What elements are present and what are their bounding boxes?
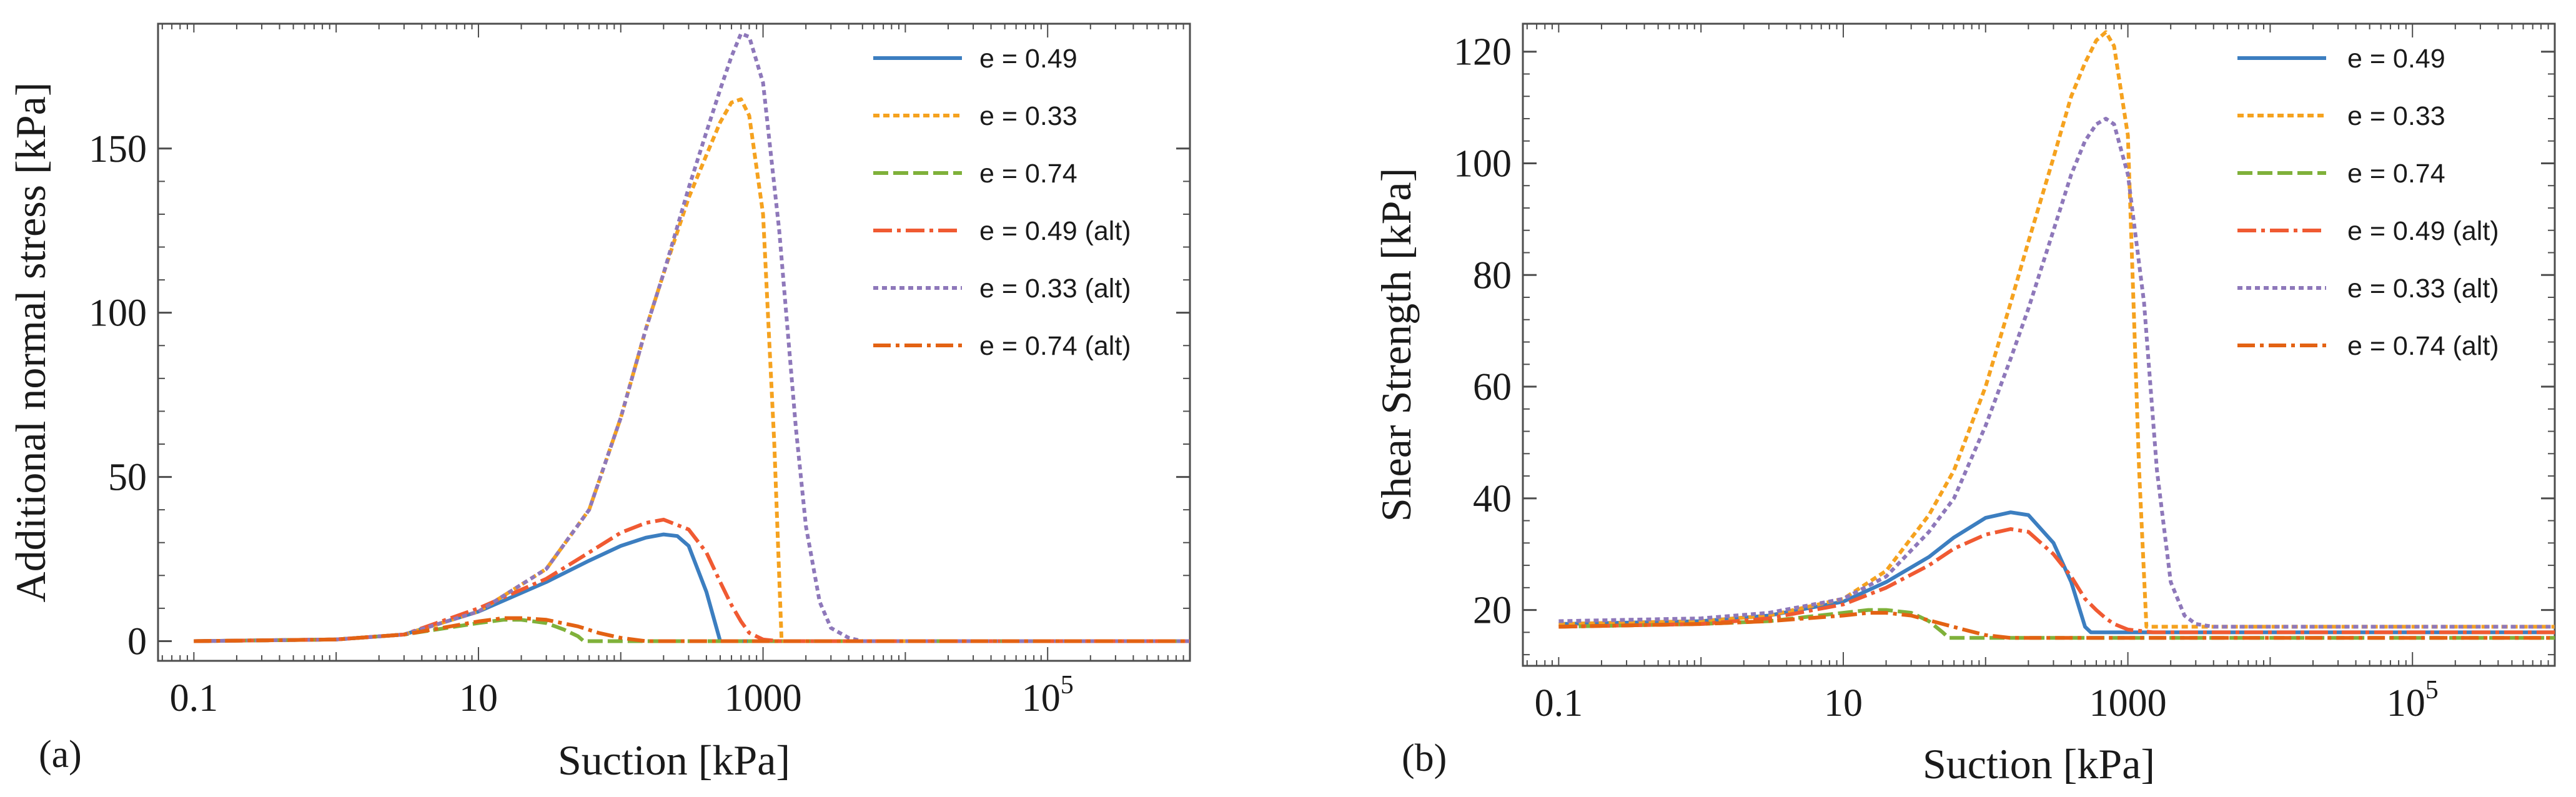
legend-label: e = 0.33 bbox=[2347, 101, 2445, 131]
legend-label: e = 0.33 (alt) bbox=[979, 274, 1131, 304]
x-axis-label: Suction [kPa] bbox=[558, 736, 790, 784]
legend-label: e = 0.74 bbox=[979, 159, 1077, 189]
x-tick-label: 10 bbox=[1824, 682, 1863, 725]
y-tick-label: 40 bbox=[1473, 478, 1512, 520]
y-tick-label: 0 bbox=[127, 620, 147, 663]
x-tick-label: 1000 bbox=[2089, 682, 2167, 725]
y-tick-label: 20 bbox=[1473, 590, 1512, 632]
legend-label: e = 0.49 (alt) bbox=[2347, 216, 2499, 246]
x-tick-label: 105 bbox=[2387, 676, 2439, 725]
chart-panel-b: 0.1 10 1000 105 20 40 60 80 100 120 e = 0.49 e = 0.… bbox=[1372, 22, 2556, 788]
series-line-6 bbox=[1558, 611, 2555, 640]
legend-label: e = 0.74 bbox=[2347, 159, 2445, 189]
series-line-4 bbox=[1558, 527, 2555, 635]
y-tick-label: 50 bbox=[108, 457, 147, 499]
y-tick-label: 80 bbox=[1473, 254, 1512, 297]
legend-label: e = 0.33 bbox=[979, 101, 1077, 131]
series-line-4 bbox=[194, 517, 1190, 643]
y-tick-label: 60 bbox=[1473, 366, 1512, 408]
series-line-6 bbox=[194, 616, 1190, 643]
panel-label: (b) bbox=[1402, 737, 1447, 780]
x-axis-label: Suction [kPa] bbox=[1923, 740, 2155, 788]
y-tick-label: 100 bbox=[89, 292, 147, 335]
plot-frame bbox=[1522, 22, 2556, 667]
y-tick-label: 100 bbox=[1454, 142, 1512, 185]
series-line-5 bbox=[194, 31, 1190, 643]
legend-label: e = 0.49 bbox=[979, 44, 1077, 74]
y-axis-label: Additional normal stress [kPa] bbox=[7, 82, 54, 603]
legend-label: e = 0.74 (alt) bbox=[979, 331, 1131, 361]
legend-label: e = 0.33 (alt) bbox=[2347, 274, 2499, 304]
series-line-1 bbox=[1558, 510, 2555, 635]
x-tick-label: 105 bbox=[1022, 671, 1074, 720]
series-line-1 bbox=[194, 532, 1190, 643]
y-tick-label: 150 bbox=[89, 128, 147, 171]
series-line-2 bbox=[1558, 30, 2555, 629]
x-tick-label: 0.1 bbox=[1535, 682, 1583, 725]
x-tick-label: 10 bbox=[459, 677, 498, 720]
chart-panel-a: 0.1 10 1000 105 0 50 100 150 e = 0.49 e = 0.33 e =… bbox=[7, 22, 1191, 784]
y-tick-label: 120 bbox=[1454, 31, 1512, 74]
x-tick-label: 1000 bbox=[725, 677, 802, 720]
legend-label: e = 0.49 (alt) bbox=[979, 216, 1131, 246]
legend-label: e = 0.49 bbox=[2347, 44, 2445, 74]
y-axis-label: Shear Strength [kPa] bbox=[1372, 168, 1420, 522]
legend-label: e = 0.74 (alt) bbox=[2347, 331, 2499, 361]
series-line-5 bbox=[1558, 117, 2555, 629]
x-tick-label: 0.1 bbox=[170, 677, 219, 720]
plot-frame bbox=[157, 22, 1191, 662]
panel-label: (a) bbox=[39, 733, 82, 776]
